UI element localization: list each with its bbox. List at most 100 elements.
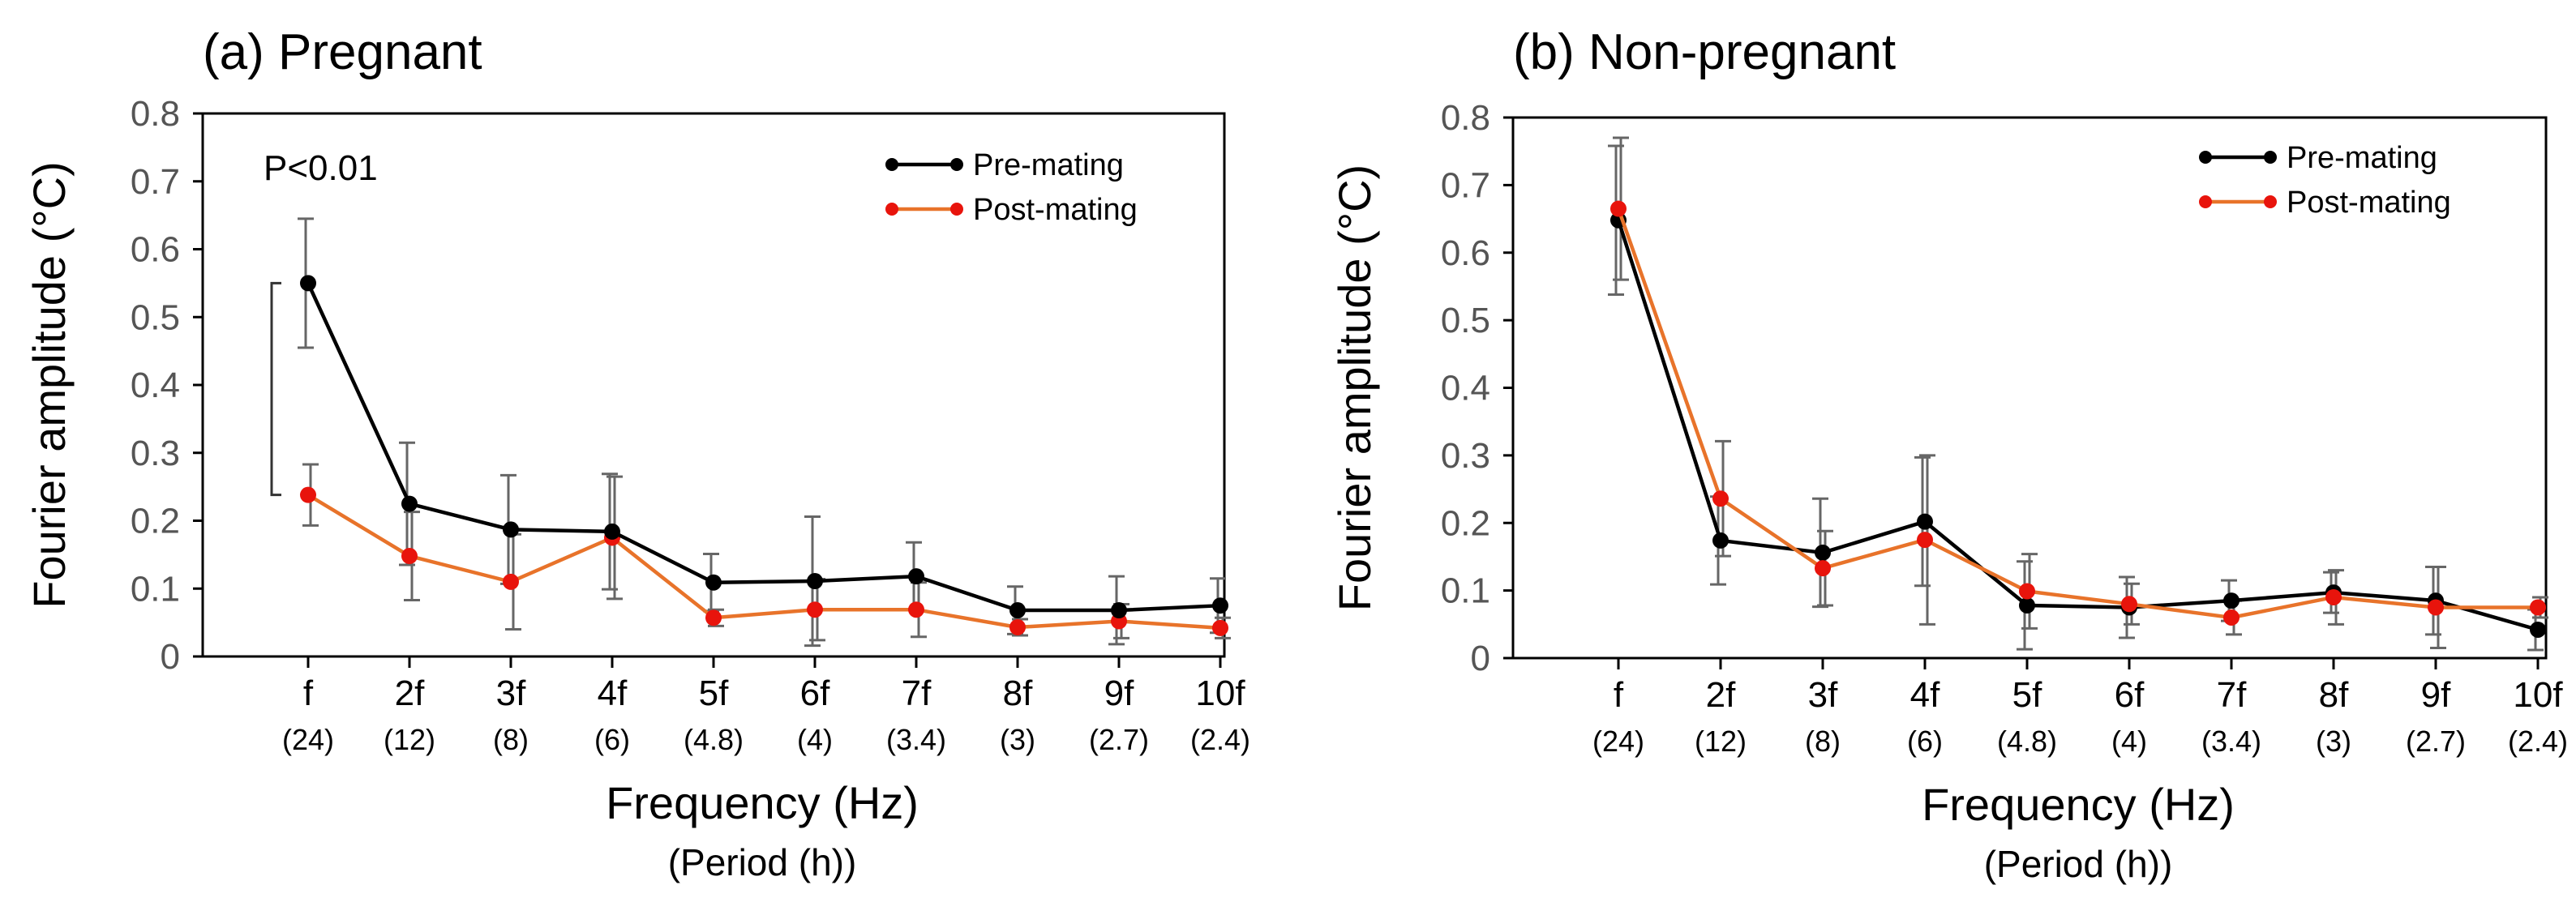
x-tick-label: 9f xyxy=(2421,675,2451,715)
y-tick-label: 0.8 xyxy=(131,94,180,134)
y-tick-label: 0 xyxy=(161,637,180,677)
y-tick-label: 0.1 xyxy=(131,569,180,609)
data-point-post-mating xyxy=(908,601,924,618)
significance-annotation: P<0.01 xyxy=(264,148,378,188)
data-point-post-mating xyxy=(807,601,823,618)
y-tick-label: 0.5 xyxy=(1441,301,1490,340)
chart-panel-b: (b) Non-pregnant 0 0.1 0.2 0.3 0.4 0.5 0.6 0.7 0.… xyxy=(1329,24,2568,885)
x-period-label: (4.8) xyxy=(684,723,744,756)
x-tick-label: 8f xyxy=(2319,675,2349,715)
data-point-pre-mating xyxy=(1712,532,1729,549)
x-period-label: (4.8) xyxy=(1997,725,2057,758)
data-point-post-mating xyxy=(1610,200,1627,217)
data-point-pre-mating xyxy=(1917,513,1933,530)
x-period-label: (24) xyxy=(1592,725,1644,758)
x-period-label: (2.7) xyxy=(1089,723,1149,756)
x-tick-label: 7f xyxy=(2217,675,2247,715)
x-tick-label: 3f xyxy=(496,673,526,713)
x-tick-label: 5f xyxy=(699,673,729,713)
x-tick-label: 2f xyxy=(395,673,425,713)
series-line-pre-mating xyxy=(306,282,1221,613)
data-point-post-mating xyxy=(1212,619,1228,636)
legend-marker xyxy=(2264,151,2277,164)
y-axis-label: Fourier amplitude (°C) xyxy=(1329,165,1380,611)
y-tick-label: 0.2 xyxy=(1441,503,1490,543)
x-period-label: (3) xyxy=(1000,723,1035,756)
data-point-pre-mating xyxy=(1212,597,1228,614)
y-tick-label: 0.8 xyxy=(1441,98,1490,138)
x-period-label: (3) xyxy=(2316,725,2351,758)
y-tick-label: 0.1 xyxy=(1441,571,1490,611)
legend-label: Post-mating xyxy=(2287,186,2451,220)
series-line-pre-mating xyxy=(1616,220,2539,632)
data-point-post-mating xyxy=(2325,588,2342,605)
data-point-pre-mating xyxy=(1815,544,1831,561)
x-period-label: (8) xyxy=(493,723,529,756)
x-axis-sublabel: (Period (h)) xyxy=(668,841,857,883)
x-period-label: (12) xyxy=(384,723,435,756)
x-tick-label: 8f xyxy=(1003,673,1033,713)
data-point-pre-mating xyxy=(604,523,620,540)
x-period-label: (2.4) xyxy=(1190,723,1250,756)
data-point-post-mating xyxy=(300,486,316,503)
data-point-post-mating xyxy=(503,573,519,590)
x-tick-label: f xyxy=(1614,675,1624,715)
x-period-label: (24) xyxy=(282,723,334,756)
legend-marker xyxy=(885,203,898,216)
x-period-label: (6) xyxy=(594,723,630,756)
legend-label: Post-mating xyxy=(973,193,1138,227)
legend-marker xyxy=(950,158,963,171)
data-point-post-mating xyxy=(1815,560,1831,577)
data-point-post-mating xyxy=(1917,532,1933,549)
x-period-label: (3.4) xyxy=(2201,725,2261,758)
y-tick-label: 0.4 xyxy=(1441,369,1490,408)
data-point-post-mating xyxy=(705,609,722,626)
x-axis-label: Frequency (Hz) xyxy=(606,777,919,828)
x-period-label: (3.4) xyxy=(886,723,946,756)
legend-marker xyxy=(2199,151,2212,164)
chart-panel-a: (a) Pregnant 0 0.1 0.2 0.3 0.4 0.5 0.6 0.7 0.8 Fou… xyxy=(24,24,1250,883)
data-point-post-mating xyxy=(2019,583,2035,600)
data-point-pre-mating xyxy=(401,495,418,512)
data-point-pre-mating xyxy=(908,568,924,585)
x-tick-label: 10f xyxy=(1195,673,1245,713)
x-tick-label: f xyxy=(303,673,314,713)
x-period-label: (12) xyxy=(1695,725,1747,758)
y-axis-label: Fourier amplitude (°C) xyxy=(24,161,75,608)
series-line-post-mating xyxy=(306,493,1221,631)
y-tick-label: 0.2 xyxy=(131,502,180,541)
legend-marker xyxy=(2264,195,2277,208)
x-period-label: (8) xyxy=(1805,725,1841,758)
series-line-post-mating xyxy=(1616,207,2538,620)
x-period-label: (6) xyxy=(1907,725,1943,758)
data-point-post-mating xyxy=(1712,490,1729,507)
data-point-pre-mating xyxy=(2530,621,2546,638)
data-point-post-mating xyxy=(401,548,418,565)
y-tick-label: 0.3 xyxy=(131,434,180,473)
x-tick-label: 10f xyxy=(2513,675,2563,715)
legend-marker xyxy=(2199,195,2212,208)
data-point-pre-mating xyxy=(2223,592,2240,609)
y-tick-label: 0.7 xyxy=(1441,165,1490,205)
chart-title: (a) Pregnant xyxy=(203,24,482,80)
y-tick-label: 0.6 xyxy=(131,230,180,270)
legend-marker xyxy=(950,203,963,216)
x-tick-label: 7f xyxy=(902,673,932,713)
x-tick-label: 5f xyxy=(2012,675,2042,715)
x-period-label: (2.4) xyxy=(2508,725,2568,758)
x-tick-label: 9f xyxy=(1104,673,1134,713)
data-point-post-mating xyxy=(1009,618,1026,635)
x-tick-label: 6f xyxy=(800,673,830,713)
legend-label: Pre-mating xyxy=(2287,141,2437,175)
y-tick-label: 0.5 xyxy=(131,297,180,337)
x-period-label: (2.7) xyxy=(2406,725,2466,758)
x-axis-label: Frequency (Hz) xyxy=(1922,779,2235,830)
y-tick-label: 0 xyxy=(1471,639,1490,678)
y-tick-label: 0.7 xyxy=(131,162,180,202)
data-point-post-mating xyxy=(2428,599,2444,616)
data-point-pre-mating xyxy=(807,573,823,590)
data-point-pre-mating xyxy=(1111,602,1127,619)
legend-label: Pre-mating xyxy=(973,148,1124,182)
data-point-pre-mating xyxy=(2019,596,2035,614)
